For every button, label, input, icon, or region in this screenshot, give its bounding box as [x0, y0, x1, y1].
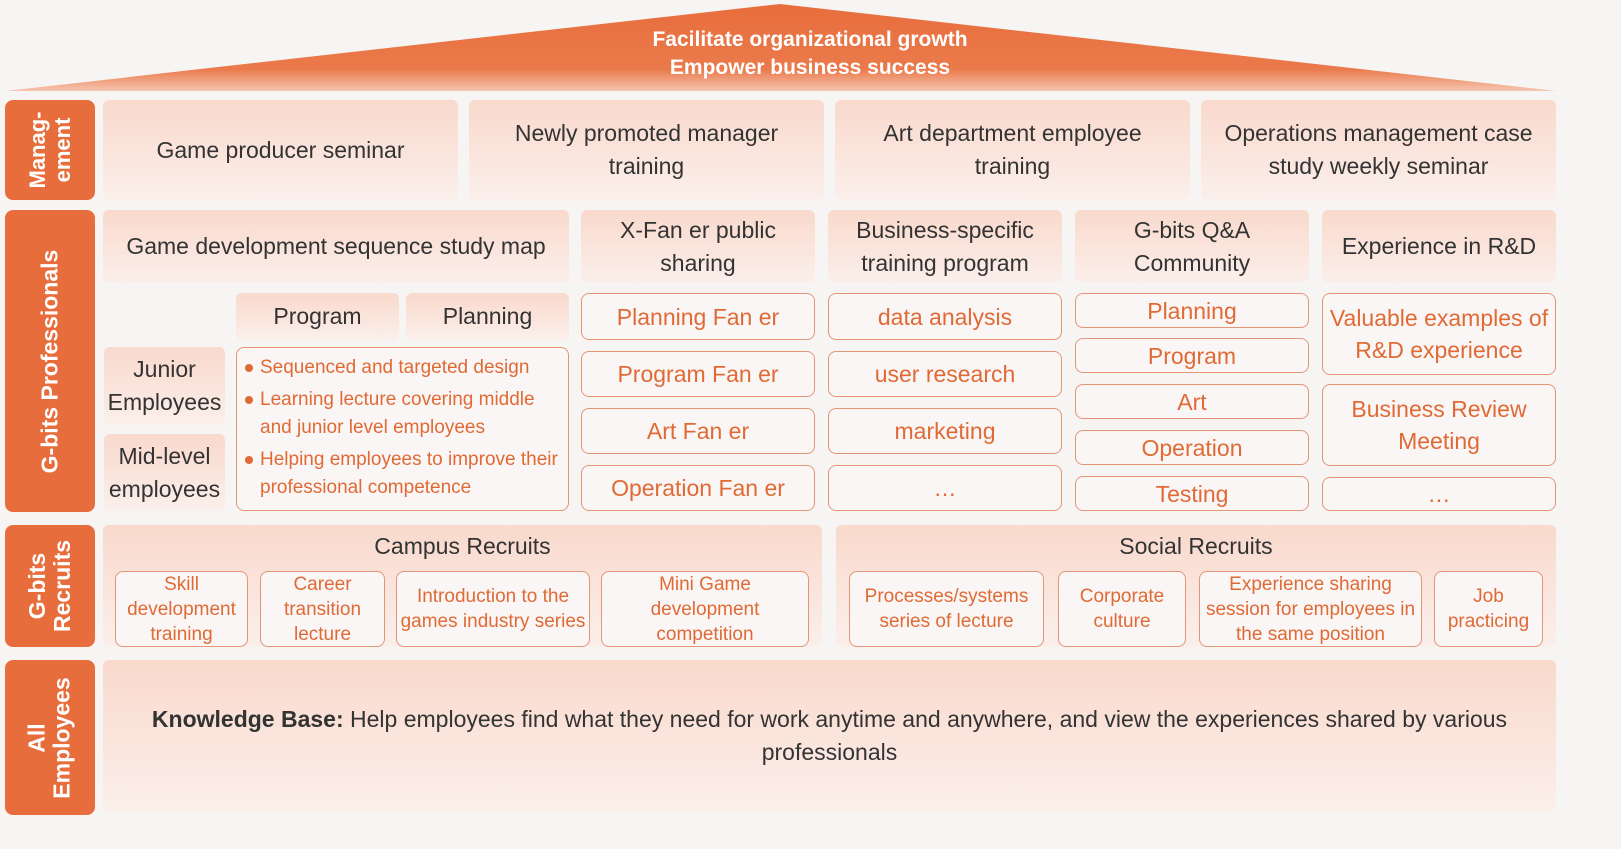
bullet-item: Sequenced and targeted design: [243, 354, 564, 382]
study-planning: Planning: [406, 293, 569, 340]
list-item: Valuable examples of R&D experience: [1322, 293, 1556, 375]
roof-banner: [5, 4, 1556, 91]
prof-header: X-Fan er public sharing: [581, 210, 815, 283]
knowledge-base-text: Help employees find what they need for w…: [343, 706, 1508, 765]
social-item: Job practicing: [1434, 571, 1543, 647]
campus-item: Mini Game development competition: [601, 571, 809, 647]
list-item: marketing: [828, 408, 1062, 454]
list-item: Program Fan er: [581, 351, 815, 397]
study-bullets: Sequenced and targeted design Learning l…: [236, 347, 569, 511]
campus-item: Skill development training: [115, 571, 248, 647]
knowledge-base: Knowledge Base: Help employees find what…: [103, 660, 1556, 812]
bullet-item: Helping employees to improve their profe…: [243, 446, 564, 502]
campus-item: Introduction to the games industry serie…: [396, 571, 590, 647]
list-item: Art: [1075, 384, 1309, 419]
list-item: Operation Fan er: [581, 465, 815, 511]
social-item: Corporate culture: [1058, 571, 1186, 647]
list-item: Operation: [1075, 430, 1309, 465]
side-label-professionals: G-bits Professionals: [5, 210, 95, 512]
campus-item: Career transition lecture: [260, 571, 385, 647]
prof-header: Experience in R&D: [1322, 210, 1556, 283]
management-item: Art department employee training: [835, 100, 1190, 200]
list-item: …: [828, 465, 1062, 511]
management-item: Newly promoted manager training: [469, 100, 824, 200]
knowledge-base-label: Knowledge Base:: [151, 706, 344, 732]
side-label-all-employees: All Employees: [5, 660, 95, 815]
roof-line-1: Facilitate organizational growth: [652, 28, 968, 51]
side-label-recruits: G-bits Recruits: [5, 525, 95, 647]
side-label-management: Manag- ement: [5, 100, 95, 200]
list-item: data analysis: [828, 293, 1062, 340]
study-mid: Mid-level employees: [104, 434, 225, 511]
list-item: user research: [828, 351, 1062, 397]
list-item: Planning: [1075, 293, 1309, 328]
list-item: …: [1322, 477, 1556, 511]
list-item: Art Fan er: [581, 408, 815, 454]
social-item: Experience sharing session for employees…: [1199, 571, 1422, 647]
prof-header: G-bits Q&A Community: [1075, 210, 1309, 283]
list-item: Testing: [1075, 476, 1309, 511]
bullet-item: Learning lecture covering middle and jun…: [243, 386, 564, 442]
list-item: Planning Fan er: [581, 293, 815, 340]
campus-title: Campus Recruits: [374, 533, 551, 559]
roof-line-2: Empower business success: [669, 56, 951, 79]
list-item: Program: [1075, 338, 1309, 373]
study-program: Program: [236, 293, 399, 340]
list-item: Business Review Meeting: [1322, 384, 1556, 466]
social-title: Social Recruits: [1119, 533, 1273, 559]
management-item: Operations management case study weekly …: [1201, 100, 1556, 200]
social-item: Processes/systems series of lecture: [849, 571, 1044, 647]
study-junior: Junior Employees: [104, 347, 225, 425]
prof-header: Business-specific training program: [828, 210, 1062, 283]
roof-text: Facilitate organizational growth Empower …: [500, 26, 1120, 82]
management-item: Game producer seminar: [103, 100, 458, 200]
prof-header: Game development sequence study map: [103, 210, 569, 283]
